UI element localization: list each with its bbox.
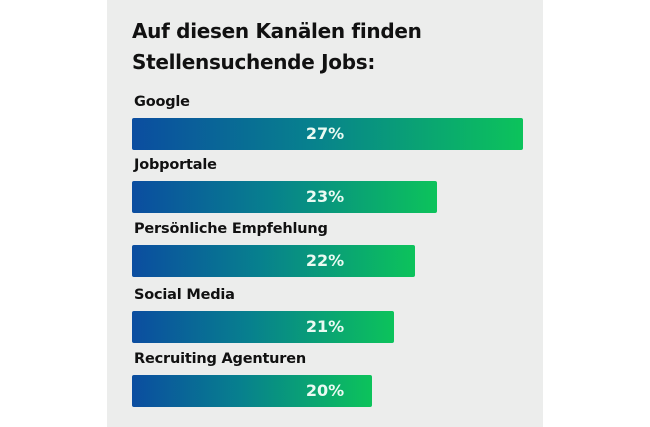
bar [132,118,523,150]
value-label: 22% [305,251,345,270]
category-label: Persönliche Empfehlung [134,221,328,237]
category-label: Jobportale [134,157,217,173]
value-label: 20% [305,381,345,400]
chart-panel [107,0,543,427]
category-label: Social Media [134,287,235,303]
chart-title: Auf diesen Kanälen finden Stellensuchend… [132,16,422,78]
title-line-2: Stellensuchende Jobs: [132,50,376,74]
bar [132,311,394,343]
bar [132,181,437,213]
category-label: Google [134,94,190,110]
bar [132,375,372,407]
category-label: Recruiting Agenturen [134,351,307,367]
value-label: 23% [305,187,345,206]
value-label: 21% [305,317,345,336]
title-line-1: Auf diesen Kanälen finden [132,19,422,43]
value-label: 27% [305,124,345,143]
bar [132,245,416,277]
